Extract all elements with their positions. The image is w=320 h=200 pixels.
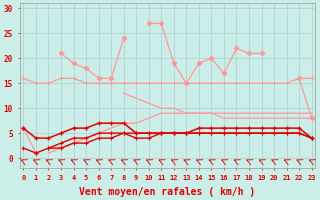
X-axis label: Vent moyen/en rafales ( km/h ): Vent moyen/en rafales ( km/h ) (79, 187, 256, 197)
